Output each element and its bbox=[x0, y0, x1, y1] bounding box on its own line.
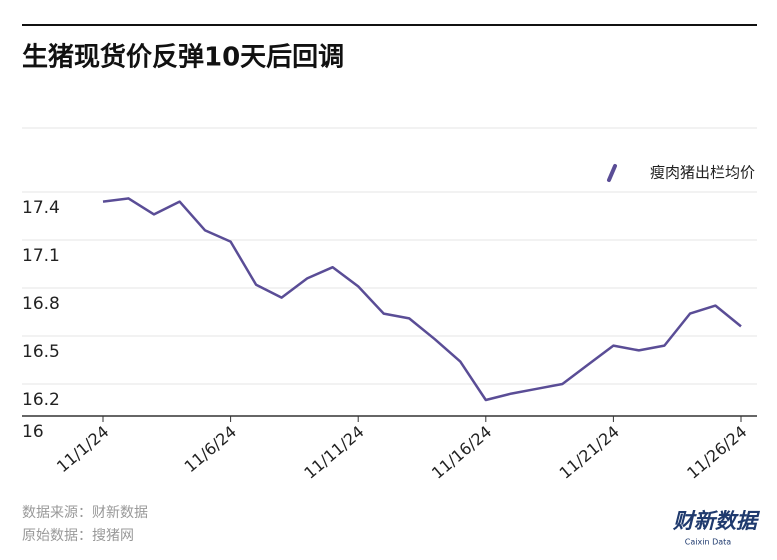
raw-source: 原始数据：搜猪网 bbox=[22, 528, 134, 544]
y-tick-label: 16.2 bbox=[22, 390, 60, 410]
source: 数据来源：财新数据 bbox=[22, 505, 148, 521]
legend-label: 瘦肉猪出栏均价 bbox=[650, 164, 755, 182]
x-tick-label: 11/26/24 bbox=[683, 422, 750, 483]
y-tick-label: 17.4 bbox=[22, 198, 60, 218]
x-tick-label: 11/6/24 bbox=[181, 422, 240, 476]
x-tick-label: 11/1/24 bbox=[53, 422, 112, 476]
x-tick-label: 11/21/24 bbox=[556, 422, 623, 483]
y-tick-label: 16.8 bbox=[22, 294, 60, 314]
line bbox=[102, 197, 742, 402]
x-tick-label: 11/11/24 bbox=[300, 422, 367, 483]
y-tick-label: 16.5 bbox=[22, 342, 60, 362]
y-tick-label: 17.1 bbox=[22, 246, 60, 266]
logo: 财新数据 bbox=[672, 509, 761, 533]
chart-title: 生猪现货价反弹10天后回调 bbox=[22, 42, 344, 73]
logo-sub: Caixin Data bbox=[685, 538, 731, 547]
x-tick-label: 11/16/24 bbox=[428, 422, 495, 483]
y-tick-label: 16 bbox=[22, 422, 44, 442]
legend-swatch bbox=[607, 164, 617, 182]
